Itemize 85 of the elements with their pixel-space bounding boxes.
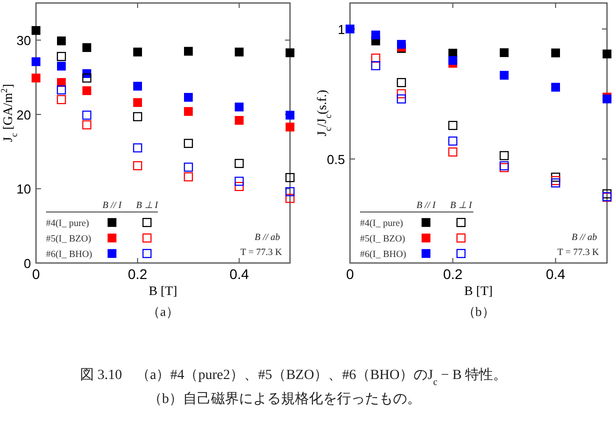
- point: [184, 92, 193, 102]
- point: [286, 48, 294, 58]
- text: （a）: [147, 304, 179, 319]
- point: [82, 43, 92, 52]
- point: [133, 161, 142, 170]
- point: [184, 46, 193, 56]
- point: [448, 147, 458, 157]
- point: [133, 48, 142, 56]
- point: [56, 52, 66, 62]
- point: [371, 54, 380, 63]
- point: [32, 57, 40, 66]
- legend-label: #5(I_ BZO): [360, 234, 406, 244]
- y-tick-label: 30: [16, 33, 31, 48]
- point: [448, 56, 458, 65]
- annotation: B // I: [102, 201, 122, 211]
- point: [500, 70, 509, 80]
- annotation: B ⊥ I: [136, 201, 159, 211]
- point: [551, 82, 560, 92]
- annotation: B // I: [416, 201, 436, 211]
- legend-label: #4(I_ pure): [360, 219, 403, 229]
- x-tick-label: 0.4: [229, 266, 250, 282]
- point: [286, 110, 294, 120]
- y-tick-label: 0: [24, 256, 31, 271]
- point: [184, 172, 193, 182]
- point: [234, 176, 244, 186]
- point: [500, 151, 509, 160]
- point: [448, 136, 458, 146]
- point: [82, 86, 92, 96]
- y-tick-label: 20: [16, 107, 31, 122]
- point: [397, 40, 406, 49]
- annotation: T = 77.3 K: [557, 248, 600, 258]
- point: [371, 30, 380, 40]
- point: [32, 26, 40, 35]
- legend-label: #4(I_ pure): [46, 219, 89, 229]
- point: [285, 173, 295, 182]
- x-tick-label: 0.4: [546, 266, 566, 282]
- text: （b）自己磁界による規格化を行ったもの。: [148, 391, 421, 407]
- point: [56, 85, 66, 94]
- y-tick-label: 10: [16, 182, 31, 197]
- point: [234, 102, 244, 112]
- point: [234, 182, 244, 192]
- point: [285, 194, 295, 203]
- annotation: B ⊥ I: [450, 201, 473, 211]
- text: （b）: [462, 304, 495, 319]
- point: [346, 24, 354, 34]
- point: [82, 120, 92, 130]
- point: [602, 50, 612, 58]
- caption: 図 3.10 （a）#4（pure2）、#5（BZO）、#6（BHO）のJ$_{c}$ − B 特性。: [80, 367, 508, 388]
- annotation: B // ab: [572, 233, 598, 243]
- point: [82, 110, 92, 120]
- point: [56, 95, 66, 104]
- point: [371, 61, 380, 70]
- point: [234, 48, 244, 56]
- point: [184, 162, 193, 172]
- point: [133, 82, 142, 91]
- point: [396, 94, 406, 104]
- point: [286, 122, 294, 132]
- x-tick-label: 0.2: [128, 266, 148, 282]
- y-tick-label: 1: [338, 22, 345, 37]
- y-tick-label: 0.5: [326, 152, 345, 167]
- point: [133, 143, 142, 152]
- legend-label: #5(I_ BZO): [46, 234, 92, 244]
- point: [448, 120, 458, 130]
- point: [133, 112, 142, 122]
- point: [234, 116, 244, 125]
- point: [500, 48, 509, 58]
- point: [184, 138, 193, 148]
- point: [184, 107, 193, 116]
- annotation: B // ab: [254, 233, 280, 243]
- x-axis-title: B [T]: [464, 283, 493, 298]
- point: [396, 89, 406, 98]
- x-axis-title: B [T]: [148, 283, 178, 298]
- legend-label: #6(I_ BHO): [360, 250, 406, 260]
- point: [57, 62, 66, 71]
- legend-label: #6(I_ BHO): [46, 250, 92, 260]
- point: [82, 73, 92, 83]
- point: [57, 36, 66, 46]
- annotation: T = 77.3 K: [240, 248, 282, 258]
- point: [551, 48, 560, 58]
- point: [234, 158, 244, 168]
- point: [32, 74, 40, 82]
- point: [133, 98, 142, 107]
- x-tick-label: 0.2: [443, 266, 463, 282]
- point: [285, 187, 295, 196]
- point: [396, 78, 406, 88]
